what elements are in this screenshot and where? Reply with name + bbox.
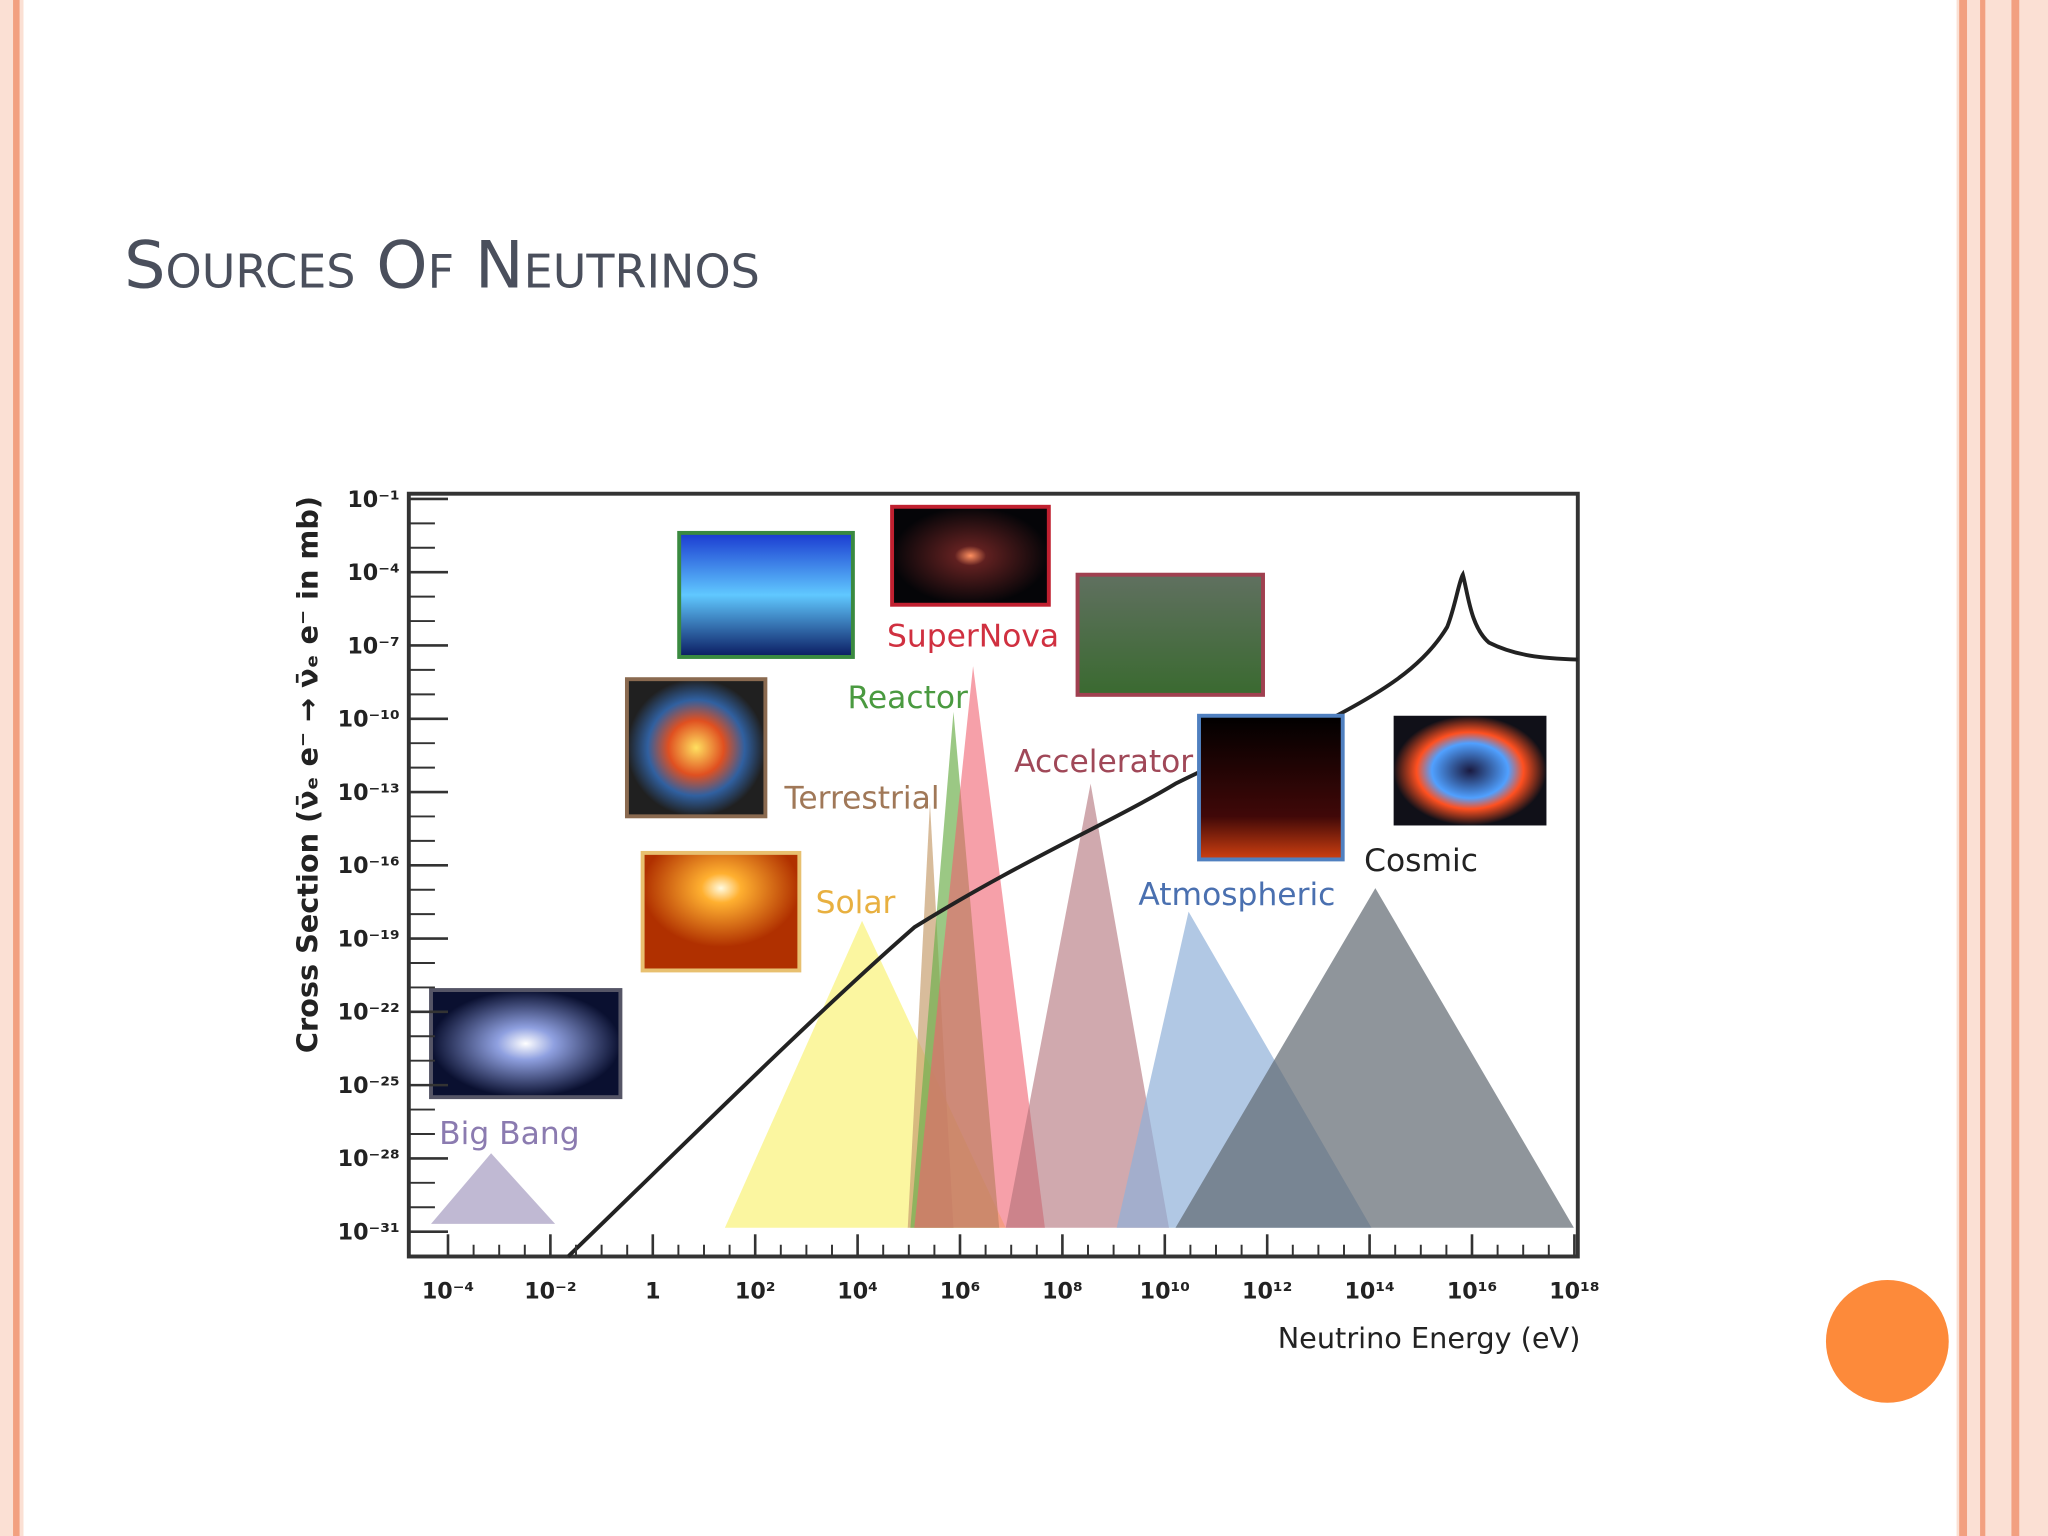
x-tick-label: 10⁸	[1042, 1278, 1083, 1304]
bigbang-range	[431, 1153, 556, 1224]
right-stripe	[1980, 0, 1986, 1536]
left-stripe	[13, 0, 20, 1536]
source-label: Solar	[816, 885, 896, 921]
slide-title: Sources of neutrinos	[124, 227, 760, 303]
x-tick-label: 10⁻⁴	[422, 1278, 474, 1304]
x-tick-label: 10²	[735, 1278, 776, 1304]
supernova-image	[890, 504, 1051, 607]
terrestrial-image	[624, 677, 768, 819]
source-label: Big Bang	[439, 1116, 579, 1152]
source-label: Reactor	[848, 680, 969, 716]
y-axis-label: Cross Section (ν̄ₑ e⁻ → ν̄ₑ e⁻ in mb)	[290, 496, 324, 1053]
x-tick-label: 10¹²	[1242, 1278, 1292, 1304]
source-label: Accelerator	[1014, 744, 1193, 780]
decor-circle	[1825, 1280, 1949, 1403]
x-tick-label: 10⁴	[837, 1278, 878, 1304]
y-tick-label: 10⁻¹⁹	[338, 926, 400, 952]
y-tick-label: 10⁻⁴	[347, 560, 399, 586]
accelerator-range	[1005, 783, 1169, 1228]
source-label: SuperNova	[887, 619, 1059, 655]
y-tick-label: 10⁻²²	[338, 1000, 400, 1026]
x-tick-label: 10¹⁸	[1549, 1278, 1599, 1304]
atmospheric-image	[1197, 713, 1345, 862]
reactor-image	[677, 530, 855, 659]
y-tick-label: 10⁻¹³	[338, 780, 400, 806]
x-tick-label: 1	[645, 1278, 660, 1304]
cosmic-image	[1393, 715, 1547, 826]
right-stripe	[2011, 0, 2020, 1536]
y-tick-label: 10⁻¹	[347, 487, 399, 513]
y-tick-label: 10⁻²⁸	[338, 1146, 400, 1172]
supernova-range	[914, 666, 1045, 1228]
y-tick-label: 10⁻³¹	[338, 1220, 400, 1246]
y-tick-label: 10⁻¹⁰	[338, 707, 400, 733]
right-border	[1956, 0, 2048, 1536]
source-label: Terrestrial	[784, 780, 940, 816]
x-axis-label: Neutrino Energy (eV)	[1278, 1321, 1581, 1355]
cosmic-range	[1175, 888, 1574, 1228]
y-tick-label: 10⁻⁷	[347, 633, 399, 659]
figure: Cross Section (ν̄ₑ e⁻ → ν̄ₑ e⁻ in mb) Ne…	[290, 491, 1581, 1355]
x-tick-label: 10⁻²	[524, 1278, 576, 1304]
source-label: Cosmic	[1364, 843, 1478, 879]
y-tick-label: 10⁻¹⁶	[338, 853, 400, 879]
solar-image	[640, 850, 802, 973]
source-label: Atmospheric	[1138, 877, 1335, 913]
right-stripe	[1959, 0, 1968, 1536]
x-tick-label: 10¹⁴	[1344, 1278, 1394, 1304]
x-tick-label: 10¹⁰	[1140, 1278, 1190, 1304]
left-border	[0, 0, 24, 1536]
accelerator-image	[1075, 572, 1265, 697]
bigbang-image	[429, 988, 623, 1100]
y-tick-label: 10⁻²⁵	[338, 1073, 400, 1099]
x-tick-label: 10¹⁶	[1447, 1278, 1497, 1304]
x-tick-label: 10⁶	[940, 1278, 981, 1304]
